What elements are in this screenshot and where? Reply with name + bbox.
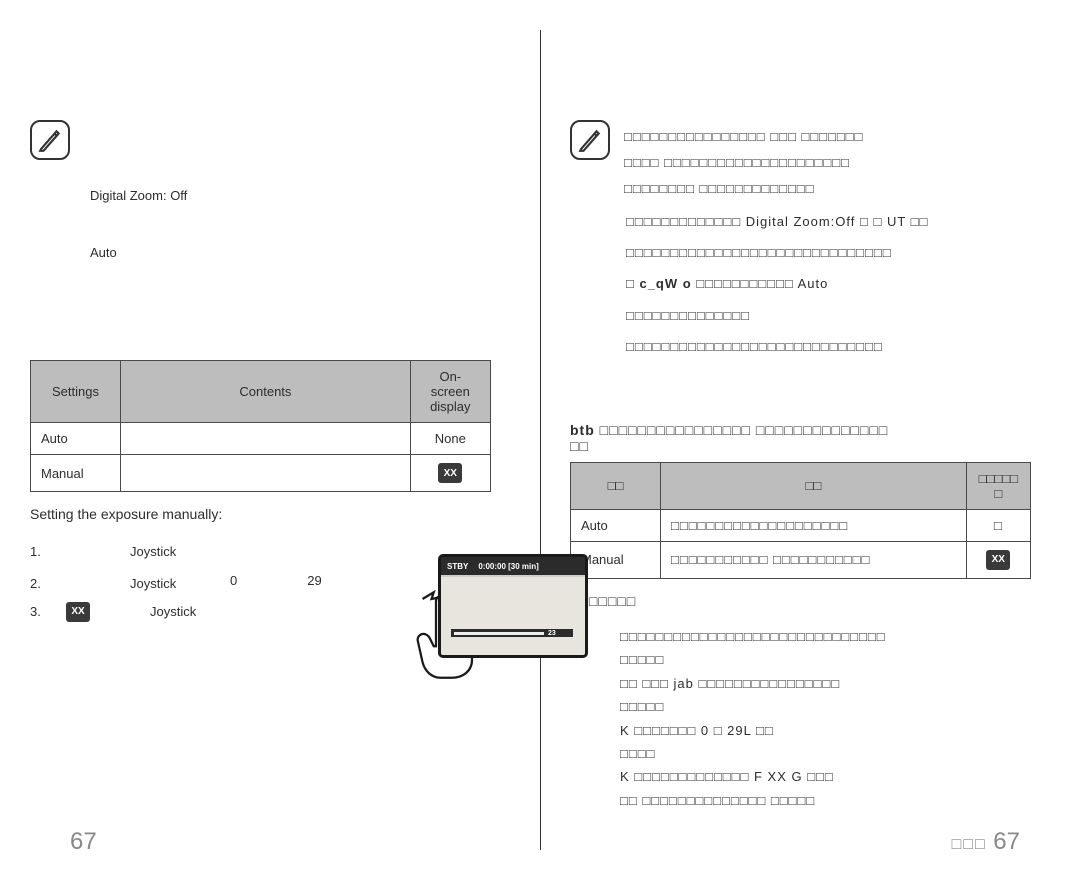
section-heading: btb □□□□□□□□□□□□□□□□ □□□□□□□□□□□□□□ □□ bbox=[570, 422, 1050, 454]
bullet-line: □□□□□□□□□□□□□ Digital Zoom:Off □ □ UT □□ bbox=[626, 206, 1050, 237]
step-num: 3. bbox=[30, 598, 46, 627]
txt: □ □ UT □□ bbox=[860, 214, 928, 229]
settings-table-r: □□ □□ □□□□□ □ Auto □□□□□□□□□□□□□□□□□□□□ … bbox=[570, 462, 1031, 579]
cell-icon: XX bbox=[966, 541, 1030, 578]
table-row: Auto □□□□□□□□□□□□□□□□□□□□ □ bbox=[571, 509, 1031, 541]
th-display: On-screen display bbox=[410, 361, 490, 423]
step-range-b: 29 bbox=[307, 567, 321, 596]
cell bbox=[121, 455, 411, 492]
txt: Digital Zoom:Off bbox=[746, 214, 856, 229]
bullet-line: □ c_qW o □□□□□□□□□□□ Auto bbox=[626, 268, 1050, 299]
th: □□ bbox=[661, 462, 967, 509]
pgr-num: 67 bbox=[993, 828, 1020, 855]
sub-heading: □□□□□□□ bbox=[570, 593, 1050, 609]
table-row: Auto None bbox=[31, 423, 491, 455]
note-text bbox=[84, 120, 89, 150]
cell-icon: XX bbox=[410, 455, 490, 492]
step-num: 2. bbox=[30, 570, 46, 599]
lcd-screen-icon: STBY 0:00:00 [30 min] 23 bbox=[438, 554, 588, 658]
bullet-line: □□□□□□□□□□□□□□ bbox=[626, 300, 1050, 331]
xx-icon: XX bbox=[986, 550, 1010, 570]
cell: □□□□□□□□□□□□□□□□□□□□ bbox=[661, 509, 967, 541]
note-icon bbox=[30, 120, 70, 160]
pgr-prefix: □□□ bbox=[952, 836, 987, 853]
screen-time: 0:00:00 [30 min] bbox=[478, 562, 538, 571]
txt: Auto bbox=[798, 276, 829, 291]
section-exposure-heading: Setting the exposure manually: bbox=[30, 506, 510, 522]
step-range-a: 0 bbox=[230, 567, 237, 596]
txt: □□ bbox=[570, 438, 589, 454]
settings-table: Settings Contents On-screen display Auto… bbox=[30, 360, 491, 492]
note-line: □□□□□□□□ □□□□□□□□□□□□□ bbox=[624, 176, 863, 202]
cell: Auto bbox=[31, 423, 121, 455]
bullet-line: □□□□□□□□□□□□□□□□□□□□□□□□□□□□□□ bbox=[626, 237, 1050, 268]
left-column: Digital Zoom: Off Auto Settings Contents… bbox=[0, 0, 540, 886]
cell bbox=[121, 423, 411, 455]
line: □□□□ bbox=[620, 742, 1050, 765]
page-number-left: 67 bbox=[70, 828, 97, 856]
cell: None bbox=[410, 423, 490, 455]
line: K □□□□□□□□□□□□□ F XX G □□□ bbox=[620, 765, 1050, 788]
step-text: Joystick bbox=[150, 598, 196, 627]
note-line: □□□□ □□□□□□□□□□□□□□□□□□□□□ bbox=[624, 150, 863, 176]
line: □□□□□ bbox=[620, 695, 1050, 718]
note-line: □□□□□□□□□□□□□□□□ □□□ □□□□□□□ bbox=[624, 124, 863, 150]
page-number-right: □□□ 67 bbox=[952, 828, 1020, 856]
xx-icon: XX bbox=[66, 602, 90, 622]
screen-stby: STBY bbox=[447, 562, 468, 571]
cell: □□□□□□□□□□□ □□□□□□□□□□□ bbox=[661, 541, 967, 578]
bullet-text: Digital Zoom: Off bbox=[90, 188, 187, 203]
cell: Auto bbox=[571, 509, 661, 541]
line: K □□□□□□□ 0 □ 29L □□ bbox=[620, 719, 1050, 742]
step-num: 1. bbox=[30, 538, 46, 567]
th-contents: Contents bbox=[121, 361, 411, 423]
xx-icon: XX bbox=[438, 463, 462, 483]
bullet-auto: Auto bbox=[90, 237, 510, 268]
cell: □ bbox=[966, 509, 1030, 541]
exposure-value: 23 bbox=[548, 630, 556, 637]
txt: □□□□□□□□□□□□□ bbox=[626, 214, 741, 229]
line: □□□□□□□□□□□□□□□□□□□□□□□□□□□□□□ bbox=[620, 625, 1050, 648]
line: □□ □□□ jab □□□□□□□□□□□□□□□□ bbox=[620, 672, 1050, 695]
step-text: Joystick bbox=[130, 538, 176, 567]
bullet-text: Auto bbox=[90, 245, 117, 260]
steps-right: □□□□□□□□□□□□□□□□□□□□□□□□□□□□□□ □□□□□ □□ … bbox=[620, 625, 1050, 812]
bullet-line: □□□□□□□□□□□□□□□□□□□□□□□□□□□□□ bbox=[626, 331, 1050, 362]
bullet-digital-zoom: Digital Zoom: Off bbox=[90, 180, 510, 211]
note-icon bbox=[570, 120, 610, 160]
th-settings: Settings bbox=[31, 361, 121, 423]
txt: □ c_qW o □□□□□□□□□□□ bbox=[626, 276, 794, 291]
line: □□□□□ bbox=[620, 648, 1050, 671]
th: □□ bbox=[571, 462, 661, 509]
line: □□ □□□□□□□□□□□□□□ □□□□□ bbox=[620, 789, 1050, 812]
step-text: Joystick bbox=[130, 570, 176, 599]
th: □□□□□ □ bbox=[966, 462, 1030, 509]
right-column: □□□□□□□□□□□□□□□□ □□□ □□□□□□□ □□□□ □□□□□□… bbox=[540, 0, 1080, 886]
note-text: □□□□□□□□□□□□□□□□ □□□ □□□□□□□ □□□□ □□□□□□… bbox=[624, 120, 863, 202]
txt: btb □□□□□□□□□□□□□□□□ □□□□□□□□□□□□□□ bbox=[570, 422, 888, 438]
table-row: Manual □□□□□□□□□□□ □□□□□□□□□□□ XX bbox=[571, 541, 1031, 578]
cell: Manual bbox=[31, 455, 121, 492]
exposure-bar: 23 bbox=[451, 629, 573, 637]
table-row: Manual XX bbox=[31, 455, 491, 492]
